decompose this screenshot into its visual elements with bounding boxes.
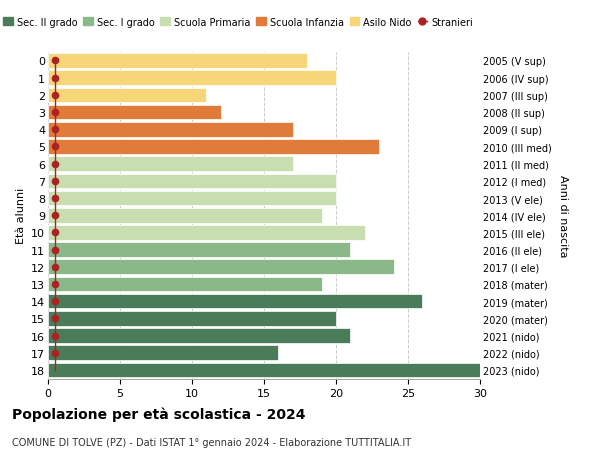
Bar	[48, 260, 394, 274]
Bar	[48, 174, 336, 189]
Y-axis label: Età alunni: Età alunni	[16, 188, 26, 244]
Bar	[48, 208, 322, 223]
Bar	[48, 346, 278, 360]
Bar	[48, 311, 336, 326]
Bar	[48, 54, 307, 69]
Bar	[48, 157, 293, 172]
Bar	[48, 140, 379, 154]
Bar	[48, 89, 206, 103]
Bar	[48, 123, 293, 137]
Bar	[48, 106, 221, 120]
Bar	[48, 363, 480, 377]
Text: Popolazione per età scolastica - 2024: Popolazione per età scolastica - 2024	[12, 406, 305, 421]
Bar	[48, 243, 350, 257]
Bar	[48, 294, 422, 309]
Bar	[48, 329, 350, 343]
Bar	[48, 277, 322, 291]
Bar	[48, 191, 336, 206]
Legend: Sec. II grado, Sec. I grado, Scuola Primaria, Scuola Infanzia, Asilo Nido, Stran: Sec. II grado, Sec. I grado, Scuola Prim…	[0, 14, 477, 31]
Bar	[48, 225, 365, 240]
Text: COMUNE DI TOLVE (PZ) - Dati ISTAT 1° gennaio 2024 - Elaborazione TUTTITALIA.IT: COMUNE DI TOLVE (PZ) - Dati ISTAT 1° gen…	[12, 437, 411, 447]
Bar	[48, 71, 336, 86]
Y-axis label: Anni di nascita: Anni di nascita	[558, 174, 568, 257]
